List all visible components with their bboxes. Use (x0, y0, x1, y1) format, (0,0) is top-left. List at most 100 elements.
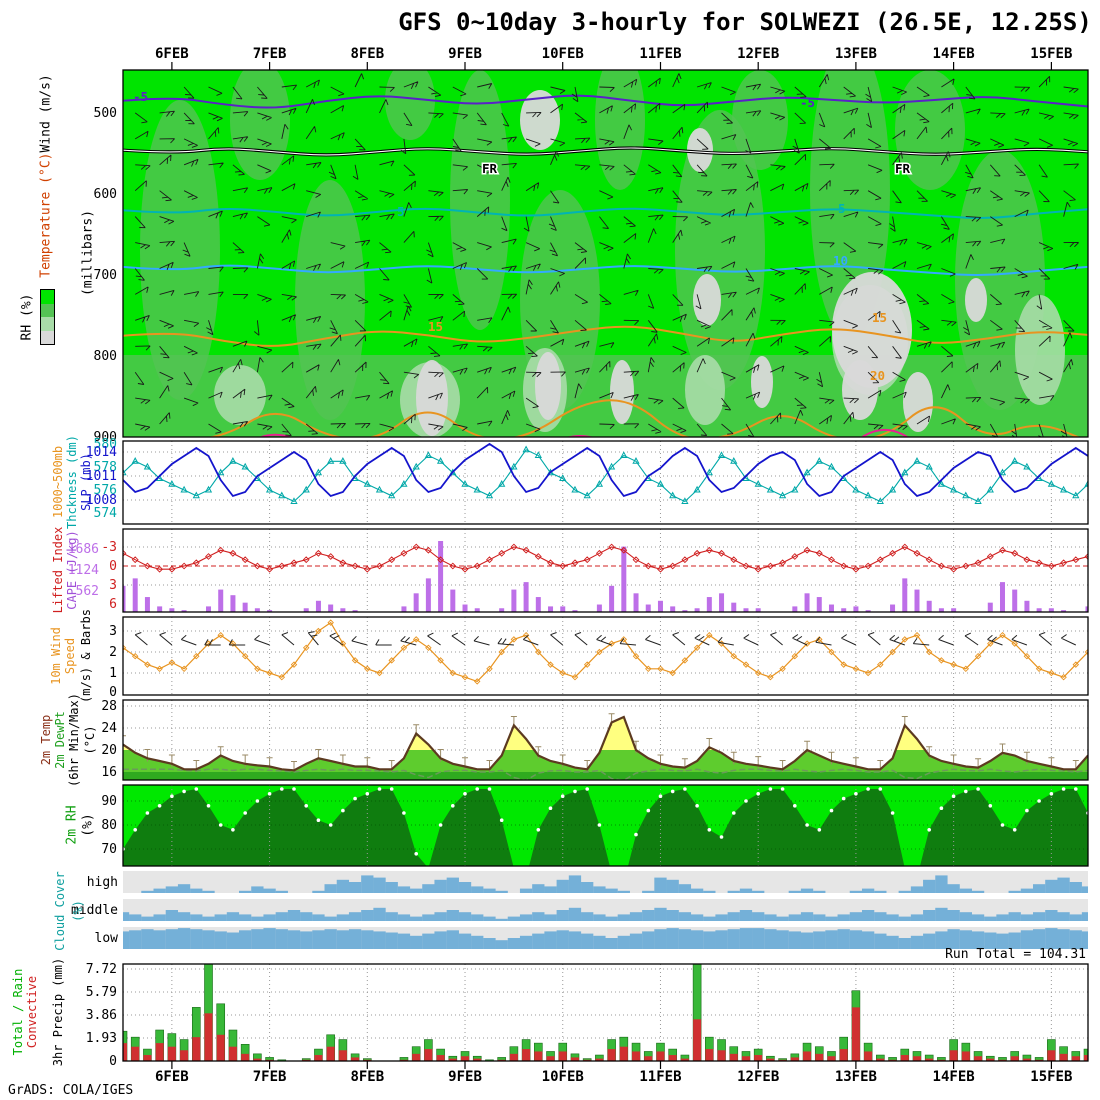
panel-border (122, 963, 1089, 1062)
slp-tick: 1008 (86, 493, 117, 508)
date-label-bottom: 12FEB (737, 1069, 779, 1085)
temp-tick: 24 (101, 721, 117, 736)
date-label-bottom: 15FEB (1030, 1069, 1072, 1085)
li-tick: -3 (101, 540, 117, 555)
pressure-tick: 800 (94, 349, 117, 364)
panel-2m-rh (123, 785, 1088, 866)
contour-label: FR (482, 161, 498, 176)
panel-10m-wind (123, 617, 1088, 695)
grads-credit: GrADS: COLA/IGES (8, 1083, 134, 1098)
run-total: Run Total = 104.31 (945, 947, 1086, 962)
contour-label: -5 (133, 89, 148, 104)
panel-border (122, 784, 1089, 867)
upper-wind-barbs (134, 73, 1088, 437)
contour-label: 15 (872, 310, 887, 325)
precip-tick: 0 (109, 1054, 117, 1069)
contour-label: 20 (870, 368, 885, 383)
li-tick: 3 (109, 578, 117, 593)
cloud-row-label: low (95, 931, 119, 946)
panel-slp-thickness (123, 441, 1088, 524)
cloud-row-label: high (87, 875, 118, 890)
panel-border (122, 616, 1089, 696)
t2m-unit-label: (°C) (83, 725, 97, 755)
contour-label: 5 (838, 201, 846, 216)
cloud-axis-label: Cloud Cover (53, 871, 67, 951)
wind-speed-tick: 1 (109, 666, 117, 681)
millibars-axis-label: (millibars) (80, 209, 96, 297)
temperature-axis-label: Temperature (°C) (38, 152, 54, 278)
date-label-top: 12FEB (737, 46, 779, 62)
contour-label: -5 (800, 95, 815, 110)
wind-speed-tick: 0 (109, 685, 117, 700)
rh2m-unit-label: (%) (80, 813, 96, 837)
precip-axis-label: 3hr Precip (mm) (51, 957, 65, 1067)
date-label-bottom: 11FEB (639, 1069, 681, 1085)
date-label-top: 15FEB (1030, 46, 1072, 62)
date-label-bottom: 8FEB (350, 1069, 384, 1085)
date-label-bottom: 13FEB (835, 1069, 877, 1085)
date-label-top: 14FEB (933, 46, 975, 62)
rh2m-axis-label: 2m RH (64, 805, 80, 845)
contour-label: FR (895, 161, 911, 176)
cape-tick: 562 (76, 584, 99, 599)
cape-tick: 1124 (68, 563, 99, 578)
temp-tick: 20 (101, 743, 117, 758)
date-label-top: 13FEB (835, 46, 877, 62)
slp-axis-label: SLP (mb) (79, 453, 93, 511)
panel-precip (123, 964, 1088, 1061)
date-label-top: 9FEB (448, 46, 482, 62)
thickness-tick: 580 (94, 437, 117, 452)
wind10-axis-label-2: Speed (63, 637, 77, 675)
pressure-tick: 900 (94, 430, 117, 445)
panel-border (122, 69, 1089, 438)
thickness-tick: 576 (94, 483, 117, 498)
rh-tick: 70 (101, 842, 117, 857)
precip-tick: 5.79 (86, 985, 117, 1000)
rh-shade-label: RH (%) (19, 293, 35, 341)
rh-tick: 80 (101, 818, 117, 833)
wind10-axis-label-1: 10m Wind (49, 627, 63, 685)
contour-label: 5 (397, 204, 405, 219)
temp-tick: 16 (101, 765, 117, 780)
axis-day-ticks (171, 62, 1052, 1069)
pressure-tick: 700 (94, 268, 117, 283)
thickness-axis-label: Thckness (dm) (65, 435, 79, 529)
thickness-range-label: 1000~500mb (51, 445, 65, 519)
cloud-row-label: middle (71, 903, 118, 918)
li-tick: 6 (109, 597, 117, 612)
precip-tick: 3.86 (86, 1008, 117, 1023)
date-label-top: 10FEB (542, 46, 584, 62)
slp-tick: 1011 (86, 469, 117, 484)
cape-tick: 1686 (68, 542, 99, 557)
li-tick: 0 (109, 559, 117, 574)
precip-convective-label: Convective (25, 975, 39, 1049)
panel-upper-air: -5 -5 FR FR 5 5 10 15 15 20 (123, 70, 1088, 437)
thickness-tick: 574 (94, 506, 118, 521)
surface-wind-barbs (123, 631, 1077, 646)
slp-tick: 1014 (86, 445, 117, 460)
rh-colorbar (40, 289, 55, 345)
wind10-axis-label-3: (m/s) & Barbs (79, 609, 93, 703)
contour-label: 15 (428, 319, 443, 334)
panel-border (122, 440, 1089, 525)
date-label-bottom: 14FEB (933, 1069, 975, 1085)
panel-border (122, 528, 1089, 613)
panel-2m-temp (123, 700, 1088, 780)
wind-axis-label: Wind (m/s) (38, 74, 54, 153)
precip-total-label: Total / Rain (11, 968, 25, 1056)
date-label-top: 8FEB (350, 46, 384, 62)
temp-minmax-whiskers (123, 713, 1079, 772)
thickness-tick: 578 (94, 460, 117, 475)
rh-colorbar-step-2 (41, 303, 54, 317)
date-label-bottom: 7FEB (253, 1069, 287, 1085)
panel-border (122, 699, 1089, 781)
precip-tick: 1.93 (86, 1031, 117, 1046)
date-label-top: 11FEB (639, 46, 681, 62)
upper-axis-label: Temperature (°C)Wind (m/s) (39, 74, 54, 278)
lifted-index-axis-label: Lifted Index (51, 526, 65, 614)
date-label-top: 7FEB (253, 46, 287, 62)
date-label-top: 6FEB (155, 46, 189, 62)
cape-axis-label: CAPE (J/kg) (65, 530, 79, 610)
dewpt-axis-label: 2m DewPt (53, 711, 67, 769)
